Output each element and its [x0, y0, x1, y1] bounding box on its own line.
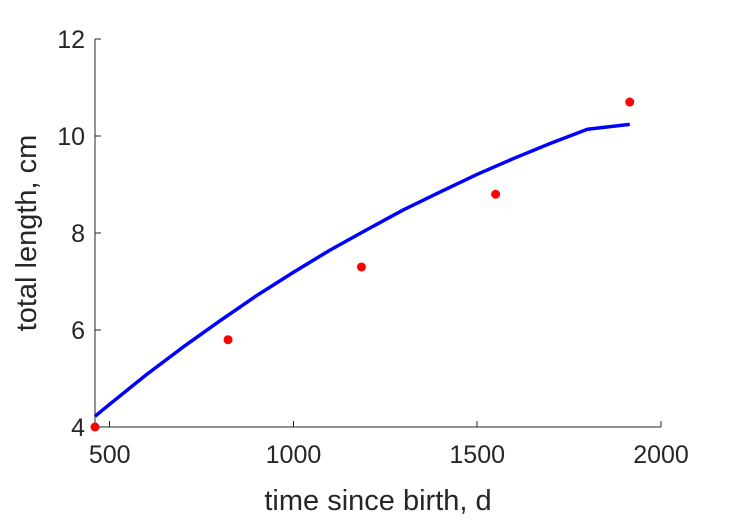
y-axis-label: total length, cm — [11, 135, 43, 332]
x-tick-label: 1500 — [449, 441, 505, 469]
y-tick-label: 4 — [71, 414, 85, 442]
x-tick-label: 1000 — [266, 441, 322, 469]
y-tick-label: 10 — [57, 123, 85, 151]
x-tick-label: 500 — [89, 441, 131, 469]
data-point — [491, 189, 501, 199]
fit-curve-line — [93, 122, 630, 418]
data-point — [625, 97, 635, 107]
plot-series — [90, 97, 635, 432]
y-tick-label: 8 — [71, 220, 85, 248]
x-tick-label: 2000 — [633, 441, 689, 469]
data-point — [356, 262, 366, 272]
x-axis-label: time since birth, d — [264, 485, 491, 517]
y-tick-label: 12 — [57, 26, 85, 54]
y-tick-label: 6 — [71, 317, 85, 345]
data-point — [90, 422, 100, 432]
data-point — [223, 335, 233, 345]
y-axis-ticks: 4 6 8 10 12 — [57, 26, 101, 442]
x-axis-ticks: 500 1000 1500 2000 — [89, 421, 689, 469]
